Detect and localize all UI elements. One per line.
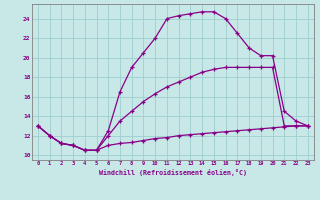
X-axis label: Windchill (Refroidissement éolien,°C): Windchill (Refroidissement éolien,°C) [99, 169, 247, 176]
